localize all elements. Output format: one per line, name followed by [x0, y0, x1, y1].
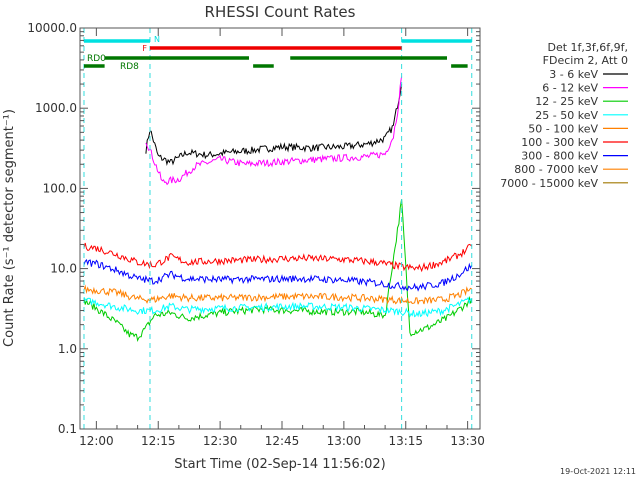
y-tick-label: 1.0: [58, 342, 77, 356]
series-line-6: [83, 259, 473, 292]
y-axis-label: Count Rate (s⁻¹ detector segment⁻¹): [2, 109, 17, 347]
x-tick-label: 12:45: [265, 434, 300, 448]
y-axis: 0.1 1.0 10.0 100.0 1000.0 10000.0: [27, 21, 480, 436]
x-tick-label: 12:00: [79, 434, 114, 448]
legend-label-4: 50 - 100 keV: [528, 122, 598, 135]
status-bars-layer: NF RD0 RD8: [83, 35, 472, 72]
status-label-f: F: [142, 44, 147, 53]
x-axis: 12:00 12:15 12:30 12:45 13:00 13:15 13:30: [79, 28, 485, 448]
y-tick-label: 10000.0: [27, 21, 77, 35]
x-tick-label: 12:15: [141, 434, 176, 448]
status-label-rd8: RD8: [120, 62, 139, 72]
series-line-3: [83, 296, 472, 318]
plot-frame: [79, 27, 481, 430]
y-tick-label: 10.0: [50, 262, 77, 276]
series-line-0: [145, 84, 403, 166]
legend-label-0: 3 - 6 keV: [549, 68, 598, 81]
chart-title: RHESSI Count Rates: [205, 3, 356, 21]
x-tick-label: 13:15: [388, 434, 423, 448]
legend-label-7: 800 - 7000 keV: [514, 163, 598, 176]
x-tick-label: 13:00: [327, 434, 362, 448]
legend-label-6: 300 - 800 keV: [521, 150, 598, 163]
legend-label-5: 100 - 300 keV: [521, 136, 598, 149]
x-tick-label: 13:30: [450, 434, 485, 448]
y-tick-label: 0.1: [58, 422, 77, 436]
legend-label-1: 6 - 12 keV: [542, 82, 598, 95]
legend: Det 1f,3f,6f,9f, FDecim 2, Att 0 3 - 6 k…: [500, 41, 628, 190]
status-label-rd0: RD0: [87, 54, 106, 64]
legend-header-line-1: Det 1f,3f,6f,9f,: [547, 41, 628, 54]
legend-header-line-2: FDecim 2, Att 0: [543, 54, 628, 67]
series-line-2: [83, 199, 473, 343]
series-layer: [83, 76, 473, 343]
legend-label-8: 7000 - 15000 keV: [500, 177, 598, 190]
status-label-n: N: [154, 35, 160, 44]
legend-label-3: 25 - 50 keV: [535, 109, 598, 122]
series-line-5: [83, 242, 473, 273]
series-line-1: [145, 76, 403, 186]
y-tick-label: 100.0: [43, 181, 77, 195]
legend-label-2: 12 - 25 keV: [535, 95, 598, 108]
x-axis-label: Start Time (02-Sep-14 11:56:02): [174, 457, 385, 472]
x-tick-label: 12:30: [203, 434, 238, 448]
footer-timestamp: 19-Oct-2021 12:11: [560, 467, 636, 476]
y-tick-label: 1000.0: [35, 101, 77, 115]
series-line-4: [83, 284, 472, 305]
markers-layer: [83, 28, 473, 429]
